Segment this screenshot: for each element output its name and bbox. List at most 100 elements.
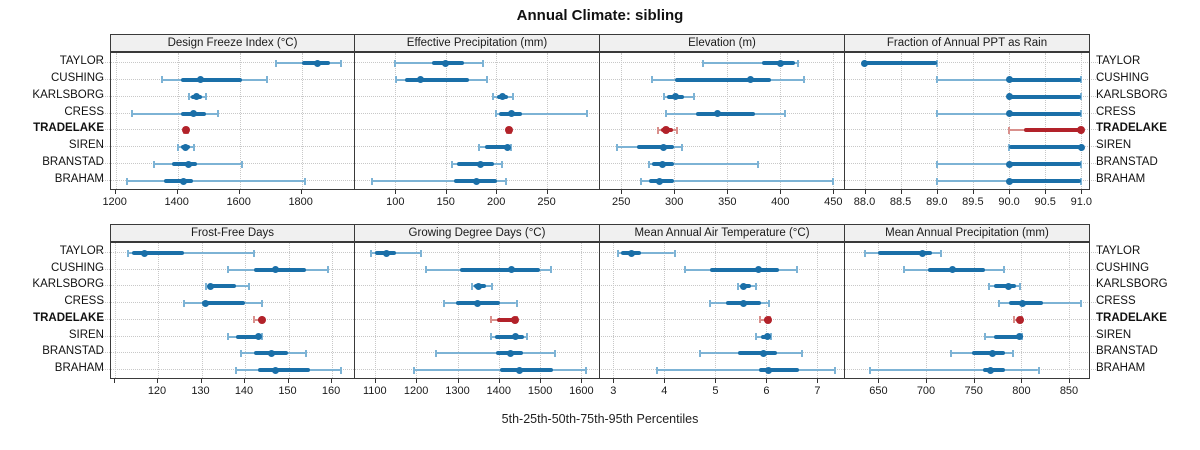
tick-mark bbox=[1009, 190, 1011, 194]
site-label-right: KARLSBORG bbox=[1096, 88, 1168, 101]
tick-mark bbox=[674, 190, 676, 194]
cap-left bbox=[126, 249, 129, 257]
cap-left bbox=[647, 160, 650, 168]
grid-line-v bbox=[201, 243, 203, 378]
median-dot bbox=[254, 333, 262, 341]
panel-header: Elevation (m) bbox=[600, 34, 845, 52]
cap-left bbox=[657, 126, 660, 134]
cap-right bbox=[802, 76, 805, 84]
median-dot bbox=[627, 249, 635, 257]
site-label-right: TRADELAKE bbox=[1096, 311, 1167, 324]
tick-label: 1600 bbox=[569, 385, 594, 397]
tick-mark bbox=[176, 190, 178, 194]
cap-left bbox=[442, 299, 445, 307]
tick-label: 1500 bbox=[527, 385, 553, 397]
grid-line-v bbox=[288, 243, 290, 378]
tick-mark bbox=[817, 379, 819, 383]
cap-left bbox=[204, 282, 207, 290]
tick-mark bbox=[878, 379, 880, 383]
site-label-left: SIREN bbox=[68, 328, 104, 341]
cap-left bbox=[987, 282, 990, 290]
median-dot bbox=[185, 160, 192, 168]
median-dot bbox=[655, 177, 663, 185]
median-dot bbox=[714, 110, 722, 118]
cap-left bbox=[709, 299, 712, 307]
tick-label: 1300 bbox=[445, 385, 470, 397]
iqr-bar bbox=[258, 368, 311, 372]
grid-line-v bbox=[674, 53, 676, 189]
cap-right bbox=[261, 299, 264, 307]
cap-left bbox=[226, 266, 229, 274]
iqr-bar bbox=[675, 77, 771, 82]
cap-right bbox=[673, 249, 676, 257]
median-dot bbox=[506, 349, 514, 357]
tick-label: 650 bbox=[869, 385, 888, 397]
tick-mark bbox=[244, 379, 245, 383]
grid-line-v bbox=[374, 243, 376, 378]
median-dot bbox=[776, 59, 784, 67]
median-dot bbox=[659, 160, 667, 168]
tick-mark bbox=[715, 379, 717, 383]
tick-mark bbox=[540, 379, 542, 383]
cap-left bbox=[662, 93, 665, 101]
median-dot bbox=[267, 349, 275, 357]
tick-mark bbox=[936, 190, 938, 194]
grid-line-v bbox=[498, 243, 500, 378]
tick-label: 3 bbox=[610, 385, 617, 397]
median-dot bbox=[206, 282, 214, 290]
site-label-left: BRANSTAD bbox=[42, 345, 104, 358]
tick-label: 5 bbox=[712, 385, 719, 397]
median-dot bbox=[141, 249, 149, 257]
median-dot bbox=[181, 143, 189, 151]
iqr-bar bbox=[983, 368, 1006, 372]
grid-line-v bbox=[457, 243, 459, 378]
cap-right bbox=[585, 366, 588, 374]
row-grid-line bbox=[98, 369, 1102, 370]
row-grid-line bbox=[98, 302, 1102, 304]
site-label-right: BRANSTAD bbox=[1096, 156, 1158, 169]
panel-header: Design Freeze Index (°C) bbox=[110, 34, 355, 52]
median-dot bbox=[989, 349, 997, 357]
cap-left bbox=[478, 143, 480, 151]
cap-left bbox=[935, 110, 938, 118]
iqr-bar bbox=[494, 334, 524, 339]
row-grid-line bbox=[98, 285, 1102, 287]
grid-line-v bbox=[540, 243, 542, 378]
tick-label: 250 bbox=[612, 196, 631, 208]
site-label-left: TRADELAKE bbox=[33, 311, 104, 324]
cap-left bbox=[864, 249, 866, 257]
row-grid-line bbox=[98, 318, 1102, 320]
tick-label: 450 bbox=[824, 196, 843, 208]
plot-area bbox=[355, 242, 600, 379]
row-grid-line bbox=[98, 180, 1102, 181]
iqr-bar bbox=[758, 368, 800, 372]
cap-left bbox=[125, 177, 128, 185]
tick-mark bbox=[395, 190, 397, 194]
iqr-bar bbox=[500, 368, 553, 372]
iqr-bar bbox=[210, 284, 237, 289]
site-label-left: CUSHING bbox=[50, 71, 104, 84]
tick-mark bbox=[621, 190, 623, 194]
range-line bbox=[869, 369, 1039, 371]
site-label-left: TAYLOR bbox=[59, 245, 104, 257]
cap-left bbox=[759, 316, 762, 324]
site-label-left: CRESS bbox=[64, 295, 104, 308]
tick-label: 120 bbox=[147, 385, 167, 397]
grid-line-v bbox=[115, 53, 117, 189]
tick-label: 88.5 bbox=[889, 196, 912, 208]
range-line bbox=[435, 352, 555, 355]
grid-line-v bbox=[546, 53, 548, 189]
cap-right bbox=[486, 76, 489, 84]
median-dot bbox=[765, 366, 773, 374]
grid-line-v bbox=[1045, 53, 1047, 189]
site-label-left: BRAHAM bbox=[54, 362, 104, 374]
range-line bbox=[131, 112, 218, 115]
cap-right bbox=[510, 143, 513, 151]
cap-left bbox=[935, 160, 938, 168]
cap-left bbox=[617, 249, 620, 257]
tick-label: 150 bbox=[436, 196, 455, 208]
site-label-left: KARLSBORG bbox=[32, 278, 104, 291]
cap-left bbox=[998, 299, 1001, 307]
median-dot bbox=[755, 266, 763, 274]
